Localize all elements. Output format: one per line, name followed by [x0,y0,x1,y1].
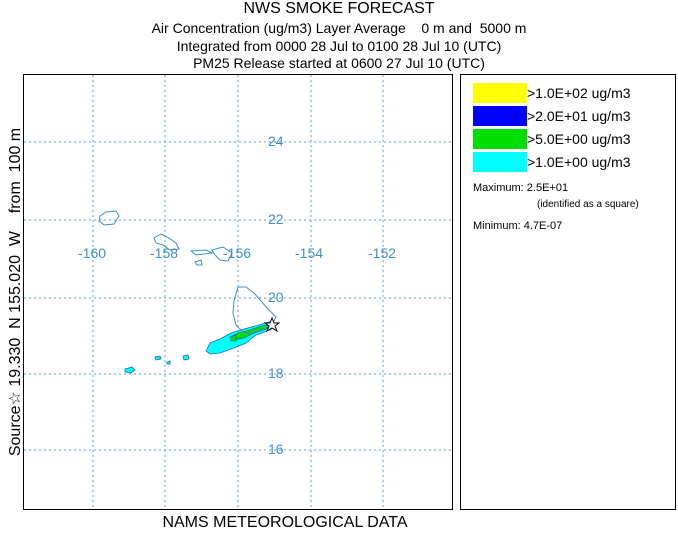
meteorological-data-label: NAMS METEOROLOGICAL DATA [162,514,408,531]
legend-label: >1.0E+02 ug/m3 [527,85,631,101]
map-panel: -160 -158 -156 -154 -152 24 22 20 18 16 [23,74,453,510]
minimum-label: Minimum: [473,220,521,232]
island-kauai [98,210,120,226]
lon-label-156: -156 [223,245,252,261]
legend-label: >2.0E+01 ug/m3 [527,108,631,124]
minimum-row: Minimum: 4.7E-07 [473,220,562,232]
lon-label-158: -158 [150,245,179,261]
maximum-note: (identified as a square) [537,199,639,210]
island-maui [211,246,233,262]
plume-core-green-2 [230,334,237,342]
minimum-value: 4.7E-07 [523,220,563,232]
lat-label-24: 24 [268,133,284,149]
plume-patch-small-2 [182,354,190,361]
plume-patch-tiny [166,360,171,365]
subtitle-release: PM25 Release started at 0600 27 Jul 10 (… [193,55,485,71]
lat-label-20: 20 [268,289,284,305]
lat-label-18: 18 [268,365,284,381]
lon-label-160: -160 [78,245,107,261]
subtitle-concentration: Air Concentration (ug/m3) Layer Average … [151,20,527,36]
chart-title: NWS SMOKE FORECAST [243,0,435,17]
legend-label: >1.0E+00 ug/m3 [527,154,631,170]
maximum-row: Maximum: 2.5E+01 [473,182,568,194]
lon-label-154: -154 [295,245,324,261]
legend-swatch [473,129,527,149]
subtitle-integration: Integrated from 0000 28 Jul to 0100 28 J… [176,38,502,54]
legend-swatch [473,106,527,126]
maximum-value: 2.5E+01 [526,182,569,194]
legend-swatch [473,152,527,172]
island-molokai [189,249,214,256]
legend-label: >5.0E+00 ug/m3 [527,131,631,147]
legend-swatch [473,83,527,103]
plume-patch-west [124,366,136,374]
island-lanai [194,259,203,266]
source-location-label: Source☆ 19.330 N 155.020 W from 100 m [7,127,24,457]
maximum-label: Maximum: [473,182,524,194]
graticule [24,75,452,509]
lat-label-22: 22 [268,211,284,227]
smoke-plume [124,320,277,374]
legend-panel: >1.0E+02 ug/m3 >2.0E+01 ug/m3 >5.0E+00 u… [460,74,676,510]
star-icon [263,316,281,333]
lon-label-152: -152 [368,245,397,261]
plume-patch-small [154,355,162,361]
island-oahu [153,233,180,251]
map-canvas [24,75,452,509]
lat-label-16: 16 [268,441,284,457]
